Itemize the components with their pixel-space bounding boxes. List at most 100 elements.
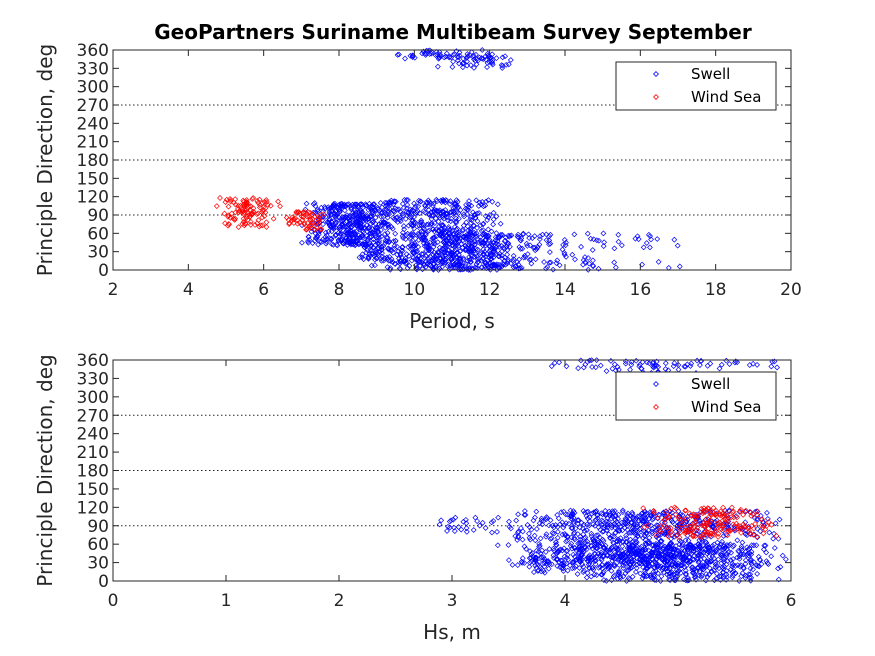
- data-point: [506, 557, 512, 564]
- data-point: [371, 201, 378, 208]
- data-point: [707, 532, 713, 539]
- data-point: [515, 231, 521, 238]
- data-point: [549, 530, 556, 536]
- data-point: [586, 518, 593, 525]
- x-axis-label: Period, s: [409, 309, 495, 333]
- data-point: [239, 208, 246, 215]
- data-point: [535, 548, 542, 555]
- data-point: [672, 511, 679, 518]
- data-point: [409, 222, 416, 229]
- data-point: [663, 554, 670, 561]
- data-point: [615, 571, 622, 578]
- data-point: [585, 561, 592, 568]
- data-point: [578, 520, 585, 526]
- data-point: [421, 237, 428, 244]
- data-point: [575, 540, 582, 547]
- data-point: [730, 514, 737, 521]
- data-point: [471, 239, 478, 245]
- data-point: [649, 560, 656, 567]
- data-point: [330, 201, 337, 207]
- data-point: [543, 558, 550, 565]
- data-point: [559, 557, 566, 564]
- data-point: [623, 578, 630, 584]
- data-point: [454, 198, 461, 205]
- data-point: [443, 236, 450, 243]
- data-point: [351, 230, 358, 237]
- data-point: [748, 548, 755, 555]
- data-point: [314, 206, 321, 213]
- y-tick-label: 0: [98, 572, 109, 592]
- data-point: [667, 569, 674, 576]
- data-point: [739, 547, 746, 554]
- data-point: [684, 577, 691, 584]
- data-point: [318, 226, 325, 233]
- data-point: [692, 533, 699, 540]
- data-point: [771, 545, 778, 551]
- data-point: [615, 238, 622, 245]
- data-point: [377, 223, 384, 229]
- data-point: [393, 214, 400, 221]
- data-point: [696, 517, 703, 524]
- data-point: [736, 555, 743, 562]
- data-point: [365, 253, 372, 260]
- data-point: [447, 218, 454, 225]
- data-point: [597, 543, 604, 549]
- data-point: [536, 520, 543, 527]
- x-tick-label: 10: [404, 280, 426, 300]
- data-point: [333, 231, 339, 238]
- data-point: [662, 529, 669, 536]
- data-point: [364, 228, 371, 235]
- data-point: [493, 240, 500, 247]
- data-point: [695, 559, 702, 566]
- data-point: [376, 234, 382, 241]
- data-point: [747, 557, 754, 564]
- data-point: [610, 573, 617, 580]
- data-point: [406, 253, 412, 259]
- data-point: [711, 549, 718, 556]
- data-point: [653, 540, 659, 547]
- data-point: [385, 245, 391, 252]
- data-point: [453, 203, 460, 209]
- data-point: [636, 556, 643, 562]
- data-point: [461, 233, 467, 240]
- data-point: [335, 204, 342, 211]
- data-point: [449, 64, 456, 70]
- data-point: [411, 54, 418, 61]
- data-point: [468, 49, 475, 56]
- data-point: [463, 201, 469, 208]
- data-point: [433, 196, 440, 203]
- data-point: [409, 246, 416, 253]
- data-point: [654, 236, 661, 242]
- data-point: [545, 565, 552, 572]
- data-point: [615, 511, 622, 518]
- data-point: [729, 563, 735, 570]
- data-point: [294, 220, 301, 227]
- data-point: [674, 242, 681, 249]
- data-point: [760, 524, 766, 531]
- data-point: [765, 519, 772, 525]
- data-point: [582, 534, 589, 541]
- data-point: [687, 559, 694, 565]
- data-point: [705, 559, 712, 565]
- y-tick-label: 360: [77, 351, 109, 371]
- data-point: [463, 520, 470, 527]
- data-point: [694, 511, 701, 518]
- data-point: [706, 571, 712, 578]
- data-point: [661, 522, 668, 529]
- data-point: [657, 542, 664, 549]
- data-point: [509, 561, 516, 568]
- data-point: [243, 197, 250, 203]
- data-point: [420, 251, 427, 257]
- data-point: [597, 564, 604, 570]
- data-point: [382, 224, 389, 231]
- data-point: [585, 255, 592, 261]
- data-point: [247, 218, 254, 225]
- data-point: [352, 201, 358, 208]
- data-point: [530, 244, 537, 251]
- data-point: [763, 549, 770, 556]
- data-point: [286, 221, 292, 227]
- data-point: [571, 544, 578, 551]
- data-point: [455, 524, 462, 530]
- data-point: [570, 551, 577, 558]
- data-point: [683, 529, 690, 536]
